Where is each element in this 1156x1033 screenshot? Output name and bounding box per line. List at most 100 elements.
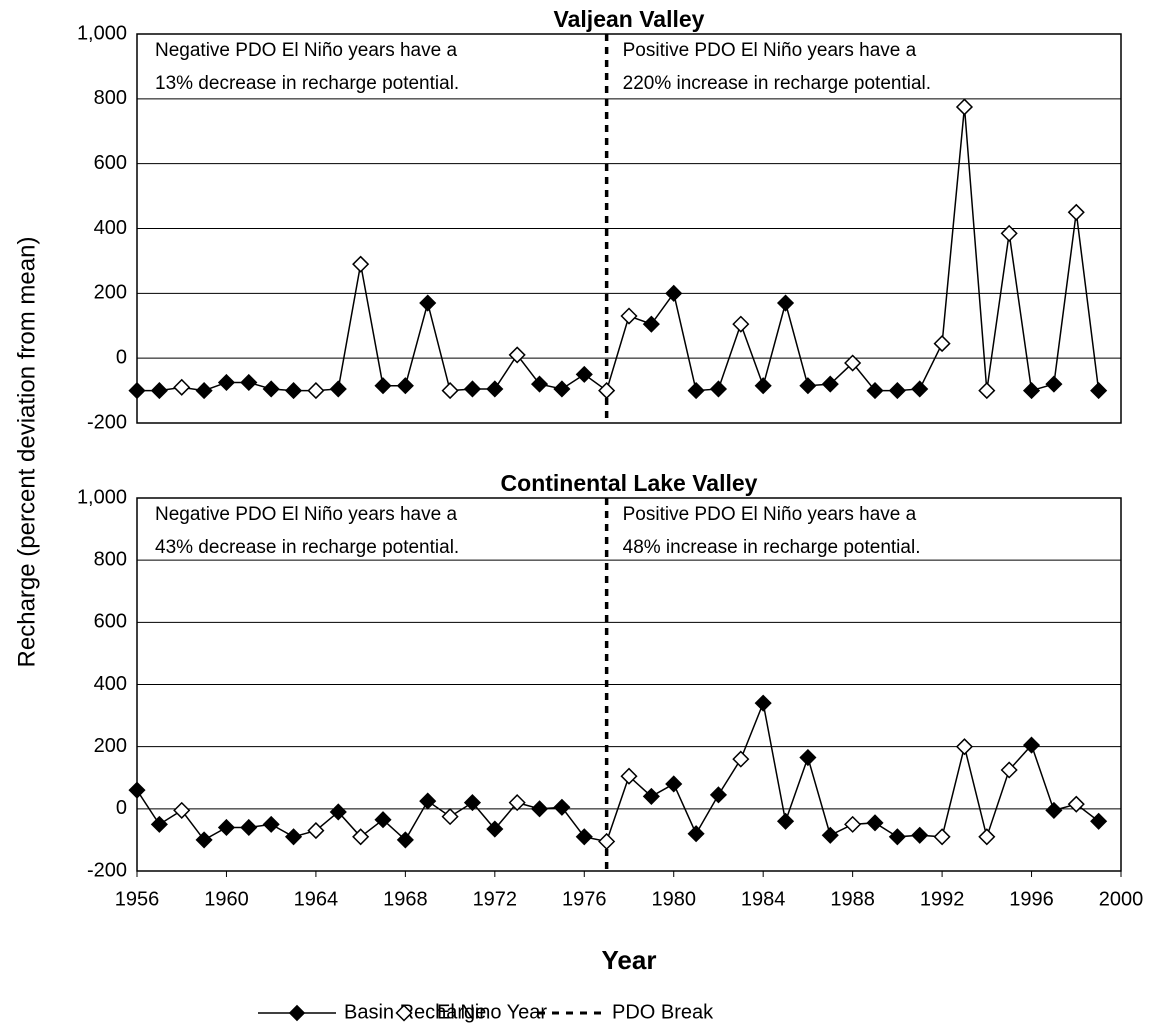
el-nino-point <box>441 808 459 826</box>
el-nino-point <box>441 382 459 400</box>
recharge-point <box>262 815 280 833</box>
annotation: 13% decrease in recharge potential. <box>155 73 459 94</box>
recharge-point <box>128 781 146 799</box>
x-tick-label: 1996 <box>1009 888 1054 910</box>
plot-frame <box>136 33 1122 424</box>
recharge-point <box>374 811 392 829</box>
recharge-point <box>463 380 482 398</box>
el-nino-point <box>844 354 862 372</box>
annotation: 220% increase in recharge potential. <box>623 73 931 94</box>
recharge-point <box>776 812 795 830</box>
recharge-point <box>642 315 660 333</box>
recharge-point <box>329 803 347 821</box>
x-tick-label: 1956 <box>115 888 160 910</box>
recharge-point <box>1045 375 1063 393</box>
recharge-point <box>1090 382 1108 400</box>
recharge-point <box>530 375 549 393</box>
recharge-point <box>396 831 414 849</box>
recharge-point <box>240 818 258 837</box>
x-tick-label: 1976 <box>562 888 607 910</box>
recharge-point <box>217 373 236 392</box>
legend-label: Basin Recharge <box>344 1001 486 1023</box>
x-axis-label: Year <box>602 945 657 975</box>
recharge-point <box>642 787 660 805</box>
el-nino-point <box>598 832 616 851</box>
recharge-point <box>217 818 236 837</box>
recharge-point <box>709 786 728 804</box>
el-nino-point <box>620 767 638 785</box>
el-nino-point <box>732 750 750 768</box>
el-nino-point <box>620 307 638 325</box>
recharge-point <box>284 828 303 846</box>
recharge-point <box>776 294 795 312</box>
recharge-point <box>665 284 683 302</box>
el-nino-point <box>307 822 325 840</box>
recharge-point <box>374 377 392 395</box>
legend-label: PDO Break <box>612 1001 714 1023</box>
recharge-point <box>754 694 772 712</box>
recharge-point <box>463 794 482 812</box>
recharge-point <box>240 373 258 392</box>
x-tick-label: 1968 <box>383 888 428 910</box>
recharge-point <box>329 380 347 398</box>
recharge-line <box>136 700 1100 843</box>
y-axis-label: Recharge (percent deviation from mean) <box>13 237 40 668</box>
el-nino-point <box>352 828 370 846</box>
recharge-point <box>866 814 884 832</box>
x-tick-label: 1980 <box>651 888 696 910</box>
el-nino-point <box>307 382 325 400</box>
recharge-point <box>575 365 593 383</box>
el-nino-point <box>508 346 526 364</box>
recharge-point <box>799 377 817 395</box>
x-tick-label: 1992 <box>920 888 965 910</box>
recharge-point <box>687 825 705 843</box>
legend-marker <box>288 1004 306 1022</box>
recharge-point <box>195 831 213 849</box>
recharge-point <box>530 800 549 818</box>
recharge-point <box>687 382 705 400</box>
el-nino-point <box>955 98 974 116</box>
recharge-point <box>888 382 906 400</box>
el-nino-point <box>1067 203 1085 221</box>
recharge-point <box>150 815 168 833</box>
recharge-point <box>150 382 168 400</box>
recharge-point <box>262 380 280 398</box>
y-tick-label: 200 <box>94 282 127 304</box>
el-nino-point <box>508 794 526 812</box>
annotation: 43% decrease in recharge potential. <box>155 537 459 558</box>
recharge-point <box>128 382 146 400</box>
el-nino-point <box>173 801 191 819</box>
el-nino-point <box>844 815 862 833</box>
el-nino-point <box>933 335 951 353</box>
y-tick-label: 800 <box>94 87 127 109</box>
y-tick-label: 1,000 <box>77 486 127 508</box>
el-nino-point <box>173 378 191 396</box>
y-tick-label: 0 <box>116 797 127 819</box>
y-tick-label: -200 <box>87 411 127 433</box>
recharge-point <box>419 792 437 810</box>
recharge-point <box>575 828 593 846</box>
y-tick-label: -200 <box>87 859 127 881</box>
y-tick-label: 0 <box>116 346 127 368</box>
x-tick-label: 1984 <box>741 888 786 910</box>
el-nino-point <box>1000 761 1018 779</box>
recharge-point <box>1022 382 1041 400</box>
x-tick-label: 1960 <box>204 888 249 910</box>
x-tick-label: 1972 <box>473 888 518 910</box>
y-tick-label: 600 <box>94 152 127 174</box>
el-nino-point <box>1067 795 1085 813</box>
recharge-point <box>821 375 839 393</box>
recharge-point <box>486 380 504 398</box>
el-nino-point <box>955 738 974 756</box>
x-tick-label: 1988 <box>830 888 875 910</box>
recharge-point <box>486 820 504 838</box>
y-tick-label: 600 <box>94 611 127 633</box>
recharge-point <box>709 380 728 398</box>
y-tick-label: 400 <box>94 217 127 239</box>
recharge-point <box>821 826 839 844</box>
recharge-point <box>396 377 414 395</box>
el-nino-point <box>978 828 996 846</box>
y-tick-label: 800 <box>94 548 127 570</box>
recharge-point <box>1045 801 1063 819</box>
